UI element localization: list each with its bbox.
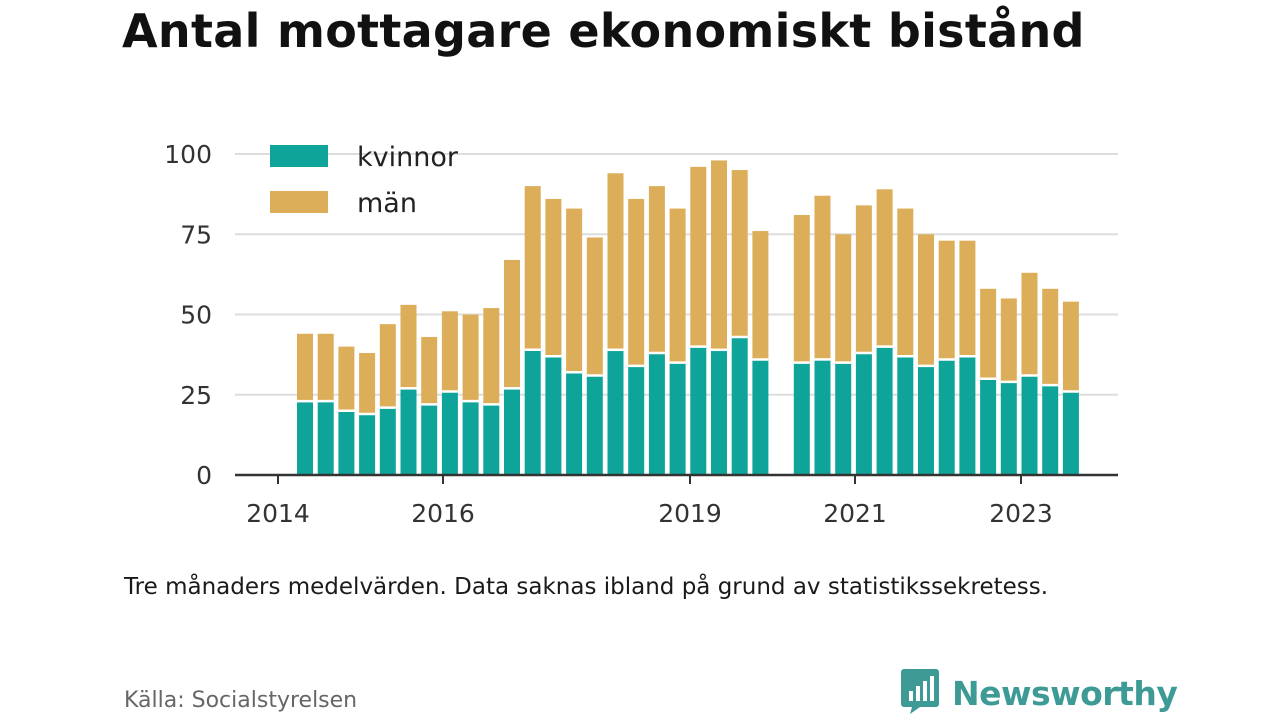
bar-män <box>317 333 334 402</box>
bar-män <box>1042 288 1059 386</box>
bar-kvinnor <box>607 349 624 475</box>
bar-kvinnor <box>400 388 417 475</box>
bar-män <box>793 214 810 363</box>
bar-kvinnor <box>690 346 707 475</box>
bar-kvinnor <box>1021 375 1038 475</box>
bar-män <box>897 208 914 357</box>
x-tick-label: 2014 <box>246 499 310 528</box>
bar-kvinnor <box>297 401 313 475</box>
chart-caption: Tre månaders medelvärden. Data saknas ib… <box>124 574 1049 600</box>
brand-logo: Newsworthy <box>900 667 1178 719</box>
bar-kvinnor <box>835 362 852 475</box>
stacked-bar-chart: 0 25 50 75 100 2014 2016 2019 2021 2023 kvinnor män <box>164 140 1118 528</box>
bar-män <box>938 240 955 360</box>
bar-män <box>1062 301 1079 392</box>
bar-chart-speech-bubble-icon <box>900 667 940 719</box>
x-tick-label: 2023 <box>989 499 1053 528</box>
bar-män <box>1000 298 1017 382</box>
bar-män <box>669 208 686 363</box>
bar-kvinnor <box>359 414 376 475</box>
bar-män <box>731 170 748 337</box>
bar-män <box>586 237 603 376</box>
bar-män <box>524 186 541 350</box>
bar-kvinnor <box>897 356 914 475</box>
y-tick-label: 50 <box>180 301 212 330</box>
legend-swatch-män <box>270 191 328 213</box>
bar-kvinnor <box>731 336 748 475</box>
bar-män <box>462 314 479 402</box>
bar-kvinnor <box>669 362 686 475</box>
bar-kvinnor <box>918 365 934 475</box>
bar-män <box>338 346 355 411</box>
bar-kvinnor <box>441 391 458 475</box>
bar-män <box>1021 272 1038 376</box>
bar-kvinnor <box>752 359 769 475</box>
legend-label-män: män <box>357 188 417 219</box>
x-tick-label: 2016 <box>411 499 475 528</box>
bar-män <box>711 160 727 350</box>
bar-kvinnor <box>793 362 810 475</box>
bar-kvinnor <box>855 353 872 475</box>
bar-män <box>359 353 376 415</box>
bar-män <box>607 173 624 350</box>
bar-män <box>566 208 583 373</box>
bar-kvinnor <box>566 372 583 475</box>
bar-män <box>918 234 934 366</box>
bar-män <box>648 186 665 354</box>
bar-kvinnor <box>379 407 396 475</box>
bar-kvinnor <box>524 349 541 475</box>
bar-kvinnor <box>317 401 334 475</box>
bar-kvinnor <box>545 356 562 475</box>
y-tick-label: 25 <box>180 381 212 410</box>
bar-kvinnor <box>421 404 438 475</box>
bar-män <box>297 333 313 402</box>
y-tick-label: 75 <box>180 220 212 249</box>
bar-kvinnor <box>1000 381 1017 475</box>
bar-kvinnor <box>628 365 645 475</box>
bar-män <box>980 288 997 379</box>
bar-kvinnor <box>814 359 831 475</box>
bar-kvinnor <box>462 401 479 475</box>
bar-män <box>690 166 707 347</box>
bar-män <box>835 234 852 363</box>
bar-män <box>441 311 458 392</box>
bar-män <box>814 195 831 360</box>
bar-kvinnor <box>504 388 520 475</box>
bar-kvinnor <box>1062 391 1079 475</box>
bar-män <box>876 189 893 347</box>
legend-label-kvinnor: kvinnor <box>357 142 459 173</box>
y-tick-label: 0 <box>196 461 212 490</box>
bar-män <box>483 308 500 405</box>
bar-kvinnor <box>1042 385 1059 475</box>
legend-swatch-kvinnor <box>270 145 328 167</box>
bar-män <box>504 259 520 389</box>
bar-kvinnor <box>959 356 976 475</box>
bar-män <box>959 240 976 357</box>
bar-kvinnor <box>483 404 500 475</box>
bar-kvinnor <box>586 375 603 475</box>
bar-män <box>545 198 562 357</box>
bar-kvinnor <box>648 353 665 475</box>
x-tick-label: 2021 <box>823 499 887 528</box>
bar-kvinnor <box>876 346 893 475</box>
bar-män <box>400 304 417 389</box>
bar-kvinnor <box>980 378 997 475</box>
brand-name: Newsworthy <box>952 673 1178 713</box>
bar-män <box>379 324 396 408</box>
x-tick-label: 2019 <box>658 499 722 528</box>
bar-män <box>752 231 769 360</box>
bar-kvinnor <box>711 349 727 475</box>
bar-män <box>855 205 872 354</box>
bar-kvinnor <box>938 359 955 475</box>
source-note: Källa: Socialstyrelsen <box>124 688 358 713</box>
bar-kvinnor <box>338 410 355 475</box>
chart-title: Antal mottagare ekonomiskt bistånd <box>122 4 1085 58</box>
bar-män <box>421 336 438 405</box>
y-tick-label: 100 <box>164 140 212 169</box>
bar-män <box>628 198 645 366</box>
